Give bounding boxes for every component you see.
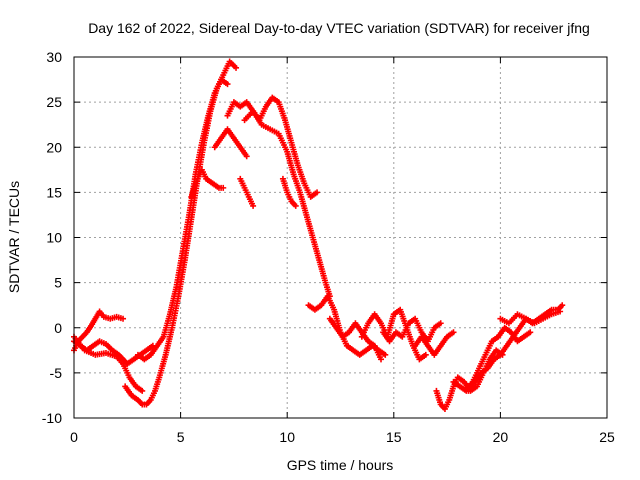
y-axis-label: SDTVAR / TECUs	[6, 181, 22, 293]
x-tick-label: 15	[386, 429, 402, 445]
x-tick-label: 20	[493, 429, 509, 445]
data-point	[224, 81, 231, 88]
series-arc-13	[326, 315, 385, 363]
x-tick-label: 10	[279, 429, 295, 445]
axis-ticks: 0 5 10 15 20 25 -10 -5 0 5 10 15 20 25 30	[42, 49, 615, 445]
x-axis-label: GPS time / hours	[287, 457, 394, 473]
data-point	[450, 329, 457, 336]
series-arc-5	[134, 76, 231, 363]
data-point	[527, 329, 534, 336]
y-tick-label: 30	[46, 49, 62, 65]
y-tick-label: 5	[54, 275, 62, 291]
series-arc-2	[71, 308, 127, 354]
data-point	[243, 153, 250, 160]
series-arc-11	[279, 175, 299, 209]
y-tick-label: -5	[50, 365, 63, 381]
data-point	[250, 202, 257, 209]
series-arc-20	[497, 308, 564, 327]
y-tick-label: 15	[46, 184, 62, 200]
data-point	[437, 320, 444, 327]
chart-title: Day 162 of 2022, Sidereal Day-to-day VTE…	[88, 20, 590, 36]
grid	[74, 57, 607, 418]
data-point	[233, 64, 240, 71]
x-tick-label: 0	[70, 429, 78, 445]
y-tick-label: -10	[42, 410, 62, 426]
data-point	[378, 356, 385, 363]
data-point	[422, 351, 429, 358]
series-arc-15	[380, 315, 444, 345]
data-point	[382, 351, 389, 358]
data-point	[139, 387, 146, 394]
y-tick-label: 20	[46, 139, 62, 155]
data-point	[314, 189, 321, 196]
data-point	[292, 202, 299, 209]
data-point	[120, 315, 127, 322]
x-tick-label: 25	[599, 429, 615, 445]
data-point	[557, 308, 564, 315]
x-tick-label: 5	[177, 429, 185, 445]
data-points	[71, 58, 566, 412]
y-tick-label: 0	[54, 320, 62, 336]
y-tick-label: 10	[46, 230, 62, 246]
series-arc-16	[412, 329, 457, 358]
series-arc-9	[237, 175, 257, 209]
y-tick-label: 25	[46, 94, 62, 110]
series-arc-1	[71, 338, 156, 367]
series-arc-7	[211, 126, 250, 160]
series-arc-6	[188, 166, 227, 200]
data-point	[220, 184, 227, 191]
data-point	[559, 302, 566, 309]
